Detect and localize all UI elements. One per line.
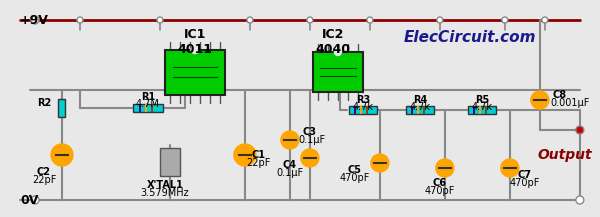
Circle shape: [334, 49, 341, 56]
Text: 4.7k: 4.7k: [352, 102, 373, 112]
Bar: [151, 104, 153, 112]
Text: 470pF: 470pF: [340, 173, 370, 183]
Text: 4.7k: 4.7k: [409, 102, 430, 112]
Circle shape: [51, 144, 73, 166]
Text: C5: C5: [348, 165, 362, 175]
Circle shape: [576, 196, 584, 204]
Text: 0.1μF: 0.1μF: [277, 168, 304, 178]
Text: 4.7M: 4.7M: [136, 99, 160, 109]
Bar: [133, 104, 163, 112]
Text: 4.7k: 4.7k: [472, 102, 493, 112]
Text: X'TAL1: X'TAL1: [146, 180, 184, 190]
Bar: [349, 106, 377, 114]
FancyBboxPatch shape: [165, 49, 225, 94]
Bar: [365, 106, 368, 114]
Circle shape: [301, 149, 319, 167]
Text: 0.1μF: 0.1μF: [298, 135, 325, 145]
Circle shape: [531, 91, 549, 109]
Circle shape: [31, 196, 39, 204]
Text: C2: C2: [37, 167, 51, 177]
Bar: [58, 99, 65, 117]
Bar: [485, 106, 487, 114]
Text: R5: R5: [475, 95, 489, 105]
Circle shape: [234, 144, 256, 166]
Bar: [360, 106, 362, 114]
Text: 3.579MHz: 3.579MHz: [140, 188, 189, 198]
Text: 470pF: 470pF: [509, 178, 540, 188]
Circle shape: [502, 17, 508, 23]
Text: 22pF: 22pF: [247, 158, 271, 168]
Circle shape: [247, 17, 253, 23]
Circle shape: [576, 126, 584, 134]
Text: 470pF: 470pF: [425, 186, 455, 196]
Text: IC1
4011: IC1 4011: [178, 28, 212, 56]
Circle shape: [77, 17, 83, 23]
Text: R1: R1: [141, 92, 155, 102]
Bar: [139, 104, 141, 112]
Text: ElecCircuit.com: ElecCircuit.com: [404, 31, 536, 46]
Text: +9V: +9V: [20, 13, 49, 26]
Text: R2: R2: [37, 98, 51, 108]
Text: C7: C7: [518, 170, 532, 180]
Bar: [473, 106, 475, 114]
Text: IC2
4040: IC2 4040: [316, 28, 350, 56]
Circle shape: [436, 159, 454, 177]
Circle shape: [437, 17, 443, 23]
Bar: [479, 106, 481, 114]
Circle shape: [307, 17, 313, 23]
Text: 0V: 0V: [20, 194, 38, 207]
Text: Output: Output: [538, 148, 592, 162]
Bar: [160, 148, 180, 176]
Bar: [422, 106, 425, 114]
Bar: [145, 104, 147, 112]
Text: C1: C1: [252, 150, 266, 160]
Text: 22pF: 22pF: [32, 175, 56, 185]
Circle shape: [191, 46, 199, 54]
Circle shape: [371, 154, 389, 172]
Text: 0.001μF: 0.001μF: [550, 98, 590, 108]
FancyBboxPatch shape: [313, 52, 363, 92]
Circle shape: [31, 16, 39, 24]
Circle shape: [157, 17, 163, 23]
Circle shape: [281, 131, 299, 149]
Circle shape: [501, 159, 519, 177]
Bar: [417, 106, 419, 114]
Bar: [468, 106, 496, 114]
Text: R3: R3: [356, 95, 370, 105]
Circle shape: [367, 17, 373, 23]
Text: C6: C6: [433, 178, 447, 188]
Text: C8: C8: [553, 90, 567, 100]
Circle shape: [542, 17, 548, 23]
Text: C4: C4: [283, 160, 297, 170]
Bar: [406, 106, 434, 114]
Text: R4: R4: [413, 95, 427, 105]
Text: C3: C3: [303, 127, 317, 137]
Bar: [355, 106, 356, 114]
Bar: [412, 106, 413, 114]
